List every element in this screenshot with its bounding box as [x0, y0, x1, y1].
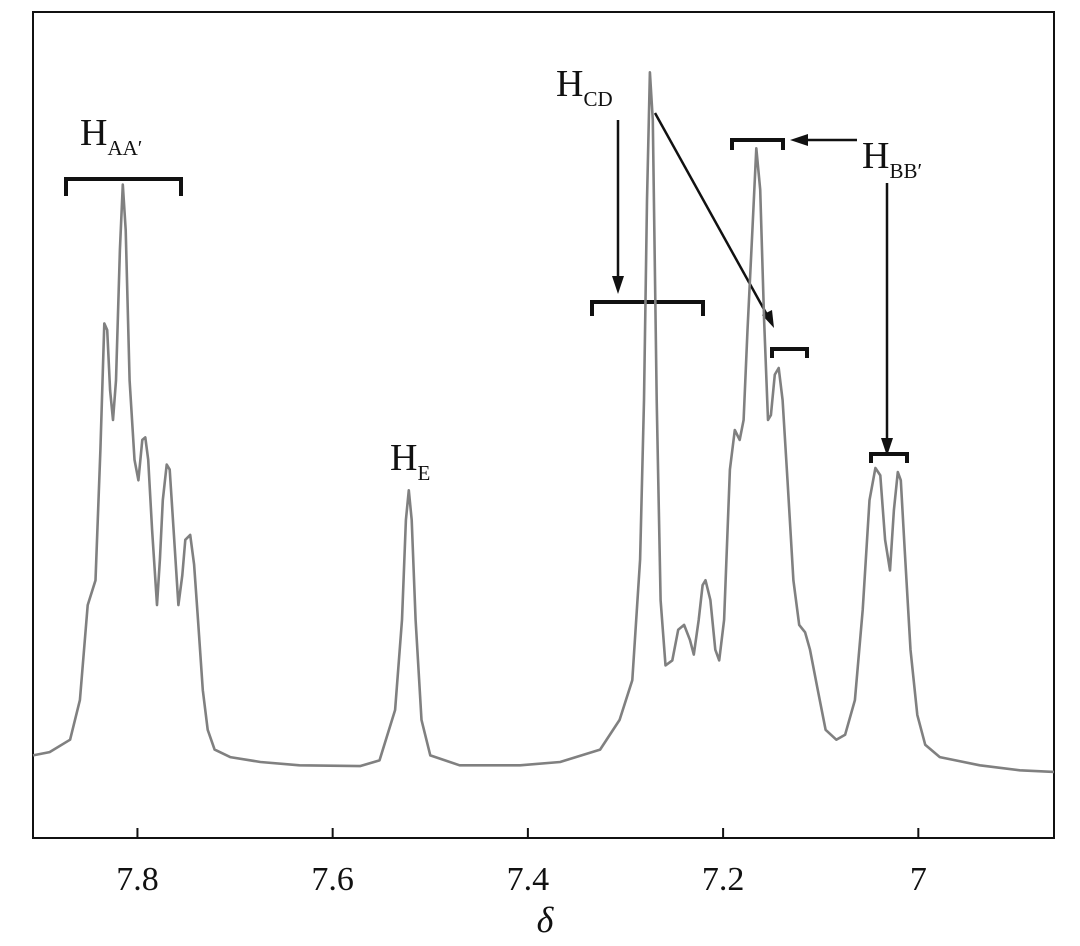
annotation: HBB′ — [862, 135, 922, 183]
arrow — [653, 112, 773, 323]
x-axis-label: δ — [537, 900, 555, 940]
spectrum-line — [32, 71, 1055, 774]
annotation-main: H — [556, 63, 583, 105]
arrow-head — [790, 134, 808, 146]
x-tick-label: 7.6 — [311, 861, 354, 898]
annotation: HCD — [556, 63, 613, 111]
x-tick-label: 7.8 — [116, 861, 159, 898]
plot-frame — [32, 11, 1055, 839]
annotation-subscript: CD — [583, 87, 612, 111]
annotation-subscript: BB′ — [889, 159, 922, 183]
annotation-main: H — [390, 437, 417, 479]
annotation-shapes — [64, 112, 909, 463]
arrow-head — [881, 438, 893, 456]
annotation-subscript: E — [417, 461, 430, 485]
bracket — [590, 300, 705, 316]
bracket — [869, 452, 909, 463]
x-tick-label: 7.4 — [507, 861, 550, 898]
annotation-main: H — [862, 135, 889, 177]
bracket — [770, 347, 809, 358]
x-tick-label: 7.2 — [702, 861, 745, 898]
bracket — [730, 138, 785, 150]
annotation: HAA′ — [80, 112, 142, 160]
annotation-subscript: AA′ — [107, 136, 142, 160]
annotation-main: H — [80, 112, 107, 154]
bracket — [64, 177, 183, 196]
x-tick-label: 7 — [910, 861, 927, 898]
arrow-head — [612, 276, 624, 294]
annotation: HE — [390, 437, 430, 485]
